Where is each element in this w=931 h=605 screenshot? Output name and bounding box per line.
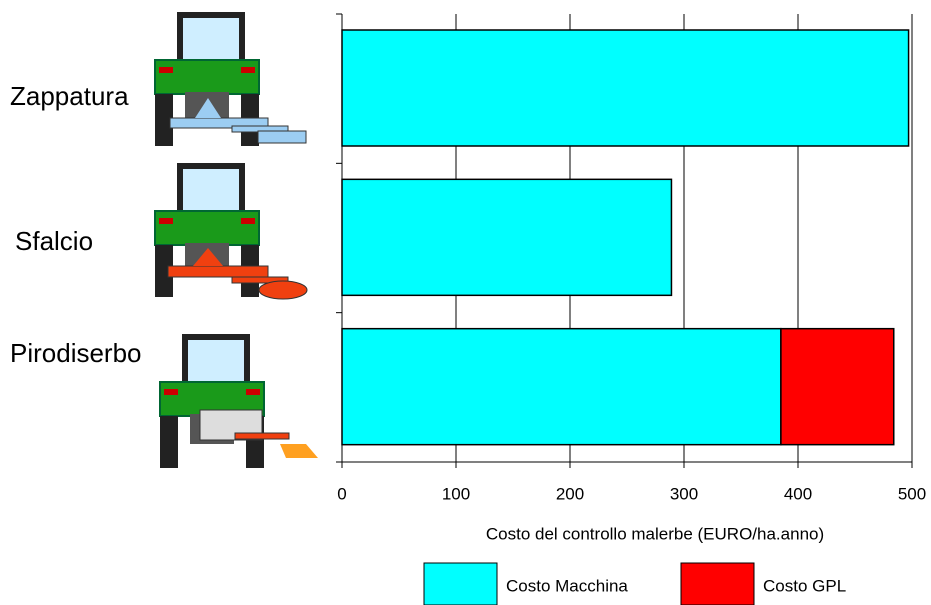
x-axis-label: Costo del controllo malerbe (EURO/ha.ann… — [486, 524, 824, 543]
bar — [341, 29, 910, 147]
legend-swatch — [423, 562, 498, 605]
tractor-icon — [159, 333, 318, 469]
legend-label: Costo Macchina — [506, 576, 628, 595]
legend-swatch — [680, 562, 755, 605]
x-tick-label: 400 — [784, 484, 812, 503]
bar — [780, 327, 895, 446]
bar — [341, 327, 782, 446]
category-label: Sfalcio — [15, 226, 93, 256]
x-tick-label: 200 — [556, 484, 584, 503]
bar — [341, 178, 673, 297]
category-label: Pirodiserbo — [10, 338, 142, 368]
tractor-icon — [154, 11, 307, 147]
tractor-icon — [154, 162, 308, 300]
category-label: Zappatura — [10, 81, 129, 111]
x-tick-label: 100 — [442, 484, 470, 503]
legend-label: Costo GPL — [763, 576, 846, 595]
x-tick-label: 0 — [337, 484, 346, 503]
x-tick-label: 500 — [898, 484, 926, 503]
x-tick-label: 300 — [670, 484, 698, 503]
